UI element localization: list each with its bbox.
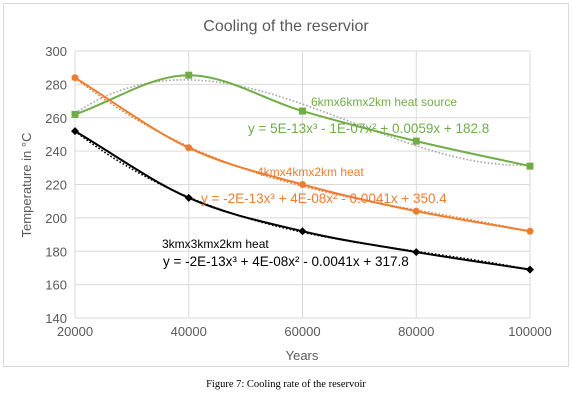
- y-tick-label: 200: [45, 211, 67, 226]
- x-tick-label: 20000: [57, 324, 93, 339]
- point-6kmx6kmx2km-heat-source: [71, 110, 79, 118]
- y-axis-title: Temperature in °C: [19, 133, 34, 238]
- point-4kmx4kmx2km-heat: [412, 207, 420, 215]
- point-3kmx3kmx2km-heat: [71, 127, 79, 136]
- point-4kmx4kmx2km-heat: [185, 144, 193, 152]
- trendline-equation-label: y = -2E-13x³ + 4E-08x² - 0.0041x + 317.8: [163, 254, 409, 269]
- y-tick-label: 180: [45, 244, 67, 259]
- point-6kmx6kmx2km-heat-source: [299, 107, 306, 115]
- point-3kmx3kmx2km-heat: [298, 227, 307, 236]
- point-6kmx6kmx2km-heat-source: [526, 162, 534, 170]
- y-tick-label: 140: [45, 311, 67, 326]
- point-3kmx3kmx2km-heat: [184, 193, 193, 202]
- point-3kmx3kmx2km-heat: [526, 265, 534, 274]
- series-name-label: 6kmx6kmx2km heat source: [311, 95, 457, 109]
- y-axis-ticks: 140 160 180 200 220 240 260 280 300: [45, 44, 67, 326]
- trendline-equation-label: y = 5E-13x³ - 1E-07x² + 0.0059x + 182.8: [248, 121, 489, 136]
- trendline-3kmx3kmx2km-heat: [74, 130, 531, 271]
- point-3kmx3kmx2km-heat: [412, 248, 421, 257]
- x-tick-label: 100000: [508, 324, 551, 339]
- x-axis-ticks: 20000 40000 60000 80000 100000: [57, 324, 552, 339]
- series-name-label: 4kmx4kmx2km heat: [257, 165, 364, 179]
- chart-title: Cooling of the reservior: [203, 18, 369, 35]
- data-markers: [71, 71, 534, 274]
- y-tick-label: 300: [45, 44, 67, 59]
- point-6kmx6kmx2km-heat-source: [412, 137, 420, 145]
- x-tick-label: 60000: [284, 324, 320, 339]
- point-6kmx6kmx2km-heat-source: [185, 71, 193, 79]
- series-labels: 6kmx6kmx2km heat source y = 5E-13x³ - 1E-…: [162, 95, 489, 269]
- x-axis-title: Years: [286, 348, 319, 363]
- y-tick-label: 260: [45, 111, 67, 126]
- cooling-chart: Cooling of the reservior 140 160 180 200 220…: [19, 18, 552, 363]
- y-tick-label: 240: [45, 144, 67, 159]
- trendline-equation-label: y = -2E-13x³ + 4E-08x² - 0.0041x + 350.4: [201, 191, 447, 206]
- x-tick-label: 40000: [171, 324, 207, 339]
- point-4kmx4kmx2km-heat: [71, 74, 79, 82]
- y-tick-label: 160: [45, 278, 67, 293]
- series-name-label: 3kmx3kmx2km heat: [162, 237, 269, 251]
- gridlines: [74, 50, 531, 319]
- point-4kmx4kmx2km-heat: [526, 227, 534, 235]
- x-tick-label: 80000: [398, 324, 434, 339]
- y-tick-label: 220: [45, 178, 67, 193]
- point-4kmx4kmx2km-heat: [299, 181, 306, 188]
- y-tick-label: 280: [45, 77, 67, 92]
- figure-caption: Figure 7: Cooling rate of the reservoir: [206, 379, 366, 390]
